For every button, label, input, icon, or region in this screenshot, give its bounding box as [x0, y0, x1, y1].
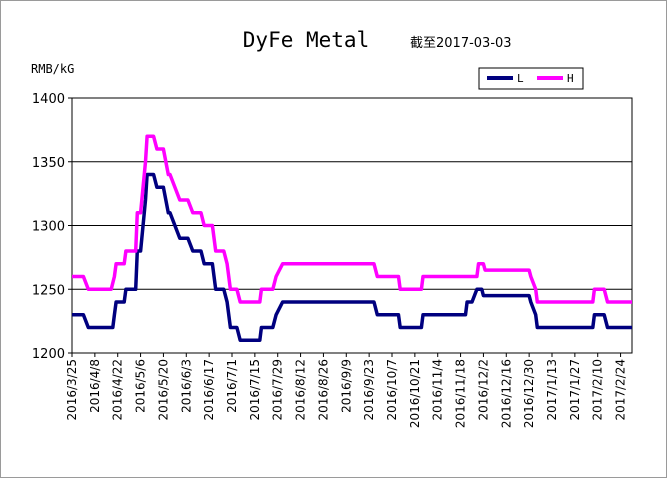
- x-tick-label: 2016/3/25: [65, 359, 79, 421]
- x-tick-label: 2016/10/21: [408, 359, 422, 428]
- x-tick-label: 2016/4/22: [111, 359, 125, 421]
- y-axis: 1200 1250 1300 1350 1400: [32, 92, 72, 362]
- x-tick-label: 2016/6/3: [179, 359, 193, 413]
- x-tick-label: 2016/6/17: [202, 359, 216, 421]
- x-tick-label: 2016/8/26: [316, 359, 330, 421]
- x-tick-label: 2016/10/7: [385, 359, 399, 421]
- x-axis: 2016/3/25 2016/4/8 2016/4/22 2016/5/6 2016/5…: [65, 353, 628, 428]
- x-tick-label: 2016/11/4: [431, 359, 445, 421]
- x-tick-label: 2016/12/2: [476, 359, 490, 421]
- x-tick-label: 2017/2/24: [614, 359, 628, 421]
- x-tick-label: 2016/7/1: [225, 359, 239, 413]
- x-tick-label: 2016/12/30: [522, 359, 536, 428]
- x-tick-label: 2016/9/23: [362, 359, 376, 421]
- legend: L H: [478, 67, 584, 90]
- x-tick-label: 2017/1/13: [545, 359, 559, 421]
- y-tick-label: 1200: [32, 347, 65, 362]
- y-tick-label: 1300: [32, 220, 65, 235]
- x-tick-label: 2016/7/29: [271, 359, 285, 421]
- legend-box: [478, 67, 584, 90]
- x-tick-label: 2017/1/27: [568, 359, 582, 421]
- series-line-h: [72, 134, 632, 304]
- y-tick-label: 1400: [32, 92, 65, 107]
- x-tick-label: 2016/11/18: [454, 359, 468, 428]
- x-tick-label: 2017/2/10: [591, 359, 605, 421]
- x-tick-label: 2016/12/16: [499, 359, 513, 428]
- y-tick-label: 1250: [32, 283, 65, 298]
- x-tick-label: 2016/8/12: [294, 359, 308, 421]
- y-tick-label: 1350: [32, 156, 65, 171]
- x-tick-label: 2016/9/9: [339, 359, 353, 413]
- x-tick-label: 2016/4/8: [88, 359, 102, 413]
- chart-title: DyFe Metal: [243, 28, 369, 52]
- legend-label-h: H: [567, 72, 574, 85]
- y-axis-label: RMB/kG: [31, 62, 74, 76]
- series-line-l: [72, 172, 632, 343]
- legend-label-l: L: [517, 72, 524, 85]
- as-of-date: 截至2017-03-03: [410, 36, 512, 51]
- series-lines: [72, 134, 632, 343]
- x-tick-label: 2016/7/15: [248, 359, 262, 421]
- x-tick-label: 2016/5/6: [134, 359, 148, 413]
- x-tick-label: 2016/5/20: [156, 359, 170, 421]
